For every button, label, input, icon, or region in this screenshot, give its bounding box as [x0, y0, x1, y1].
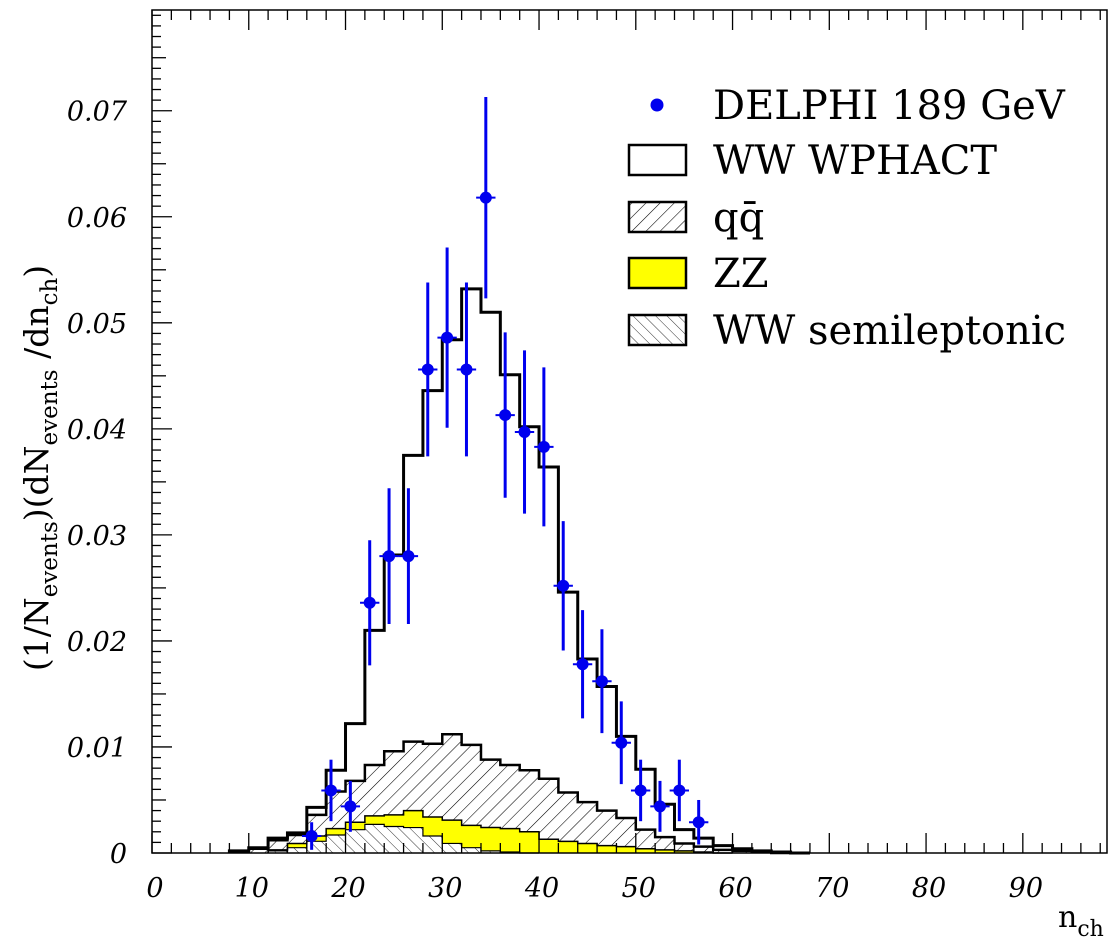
data-point-marker	[518, 426, 531, 439]
data-point-marker	[383, 550, 396, 563]
y-axis-label: (1/Nevents)(dNevents /dnch)	[17, 265, 63, 671]
data-point	[476, 96, 496, 299]
data-point-marker	[595, 675, 608, 688]
data-point-marker	[344, 800, 357, 813]
data-point	[611, 701, 631, 785]
data-point	[456, 282, 477, 457]
data-point-marker	[615, 736, 628, 749]
x-tick-label: 40	[524, 873, 559, 904]
data-point	[669, 759, 690, 822]
x-tick-label: 60	[718, 873, 752, 904]
legend-entry: WW semileptonic	[627, 308, 1066, 354]
legend-entry: ZZ	[627, 251, 769, 297]
y-tick-label: 0	[110, 839, 127, 870]
legend-swatch-icon	[627, 256, 688, 290]
data-point	[321, 759, 341, 822]
y-tick-label: 0.02	[67, 627, 127, 658]
legend-swatch-icon	[627, 313, 688, 347]
data-point	[418, 282, 438, 457]
x-tick-label: 10	[235, 873, 269, 904]
data-point	[553, 521, 573, 651]
data-point	[301, 822, 322, 850]
data-point	[630, 759, 651, 822]
x-tick-label: 30	[428, 873, 462, 904]
data-point-marker	[421, 363, 434, 376]
y-tick-label: 0.05	[67, 309, 127, 340]
legend-label: WW semileptonic	[713, 308, 1066, 354]
axes: 0 10 20 30 40 50 60 70 80 90 0 0.01 0.02 0.03 0.04 0.05…	[17, 10, 1104, 942]
legend-entry: WW WPHACT	[627, 138, 997, 184]
legend-label: WW WPHACT	[713, 138, 997, 184]
data-point-marker	[402, 550, 415, 563]
y-tick-label: 0.01	[67, 733, 127, 764]
legend-label: qq̄	[713, 195, 764, 241]
plot-frame	[151, 9, 1108, 854]
x-tick-label: 70	[815, 873, 849, 904]
data-point-marker	[363, 596, 376, 609]
data-point-marker	[460, 363, 473, 376]
data-point-marker	[499, 409, 512, 422]
data-point	[360, 540, 380, 666]
legend-entry: qq̄	[627, 195, 764, 241]
legend-label: ZZ	[713, 251, 769, 297]
data-point	[340, 780, 361, 832]
legend-label: DELPHI 189 GeV	[713, 83, 1066, 129]
legend-swatch-icon	[627, 143, 688, 177]
ww-semileptonic-histogram-fill	[268, 824, 540, 853]
legend: DELPHI 189 GeV WW WPHACT qq̄ ZZ WW semilepto…	[627, 83, 1066, 354]
data-point	[398, 488, 419, 624]
data-point	[495, 332, 515, 498]
data-point	[592, 629, 612, 734]
legend-entry: DELPHI 189 GeV	[650, 83, 1066, 129]
x-axis-label: nch	[1058, 900, 1104, 942]
x-tick-label: 20	[330, 873, 365, 904]
y-tick-label: 0.04	[67, 415, 127, 446]
data-point-marker	[537, 440, 550, 453]
plot-area	[227, 96, 810, 855]
x-tick-label: 0	[146, 873, 163, 904]
legend-swatch-icon	[627, 200, 688, 234]
data-point-marker	[557, 579, 570, 592]
ww-wphact-histogram	[227, 287, 810, 855]
x-tick-label: 90	[1009, 873, 1043, 904]
data-point	[437, 247, 457, 428]
y-tick-label: 0.06	[67, 203, 127, 234]
data-point-marker	[325, 784, 338, 797]
data-point-marker	[576, 658, 589, 671]
x-tick-label: 50	[622, 873, 656, 904]
data-point	[379, 488, 399, 624]
data-point	[650, 780, 670, 832]
data-point-marker	[305, 830, 318, 843]
data-point-marker	[634, 784, 647, 797]
data-point-marker	[692, 816, 705, 829]
data-point-marker	[441, 331, 454, 344]
y-tick-label: 0.07	[67, 97, 128, 128]
data-point-marker	[653, 800, 666, 813]
data-point	[689, 799, 709, 845]
data-point-marker	[479, 191, 492, 204]
legend-marker-icon	[650, 98, 664, 112]
y-tick-label: 0.03	[67, 521, 127, 552]
data-point-marker	[673, 784, 686, 797]
data-point	[534, 367, 554, 527]
x-tick-label: 80	[912, 873, 946, 904]
data-point	[514, 350, 535, 514]
data-point	[572, 610, 593, 719]
